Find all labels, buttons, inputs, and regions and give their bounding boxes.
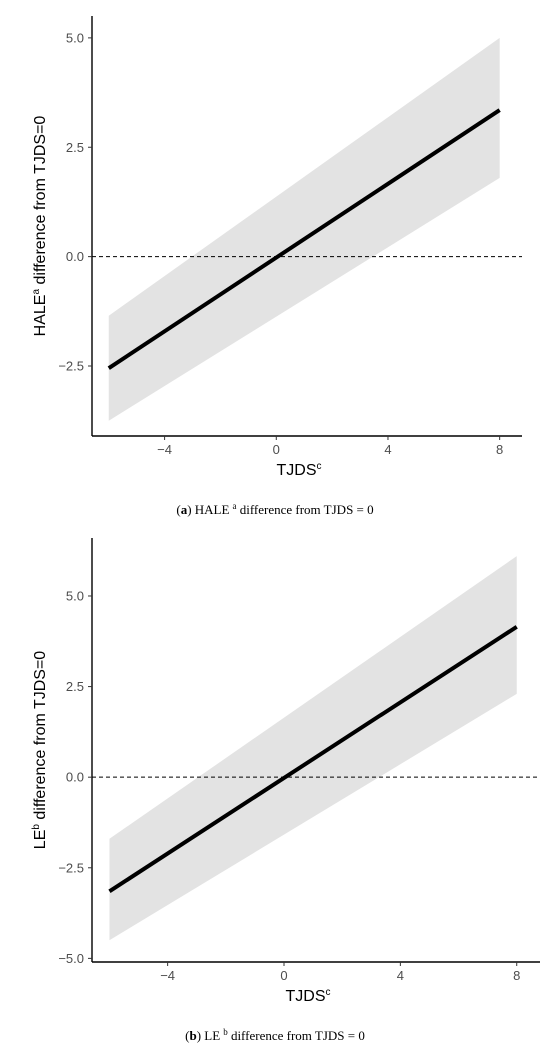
panel-b-x-axis-title: TJDSc xyxy=(286,987,331,1005)
panel-b-caption-letter: b xyxy=(189,1028,196,1043)
panel-a-caption: (a) HALE a difference from TJDS = 0 xyxy=(176,501,373,517)
panel-a-confidence-band xyxy=(108,37,500,421)
panel-a-caption-tail: difference from TJDS = 0 xyxy=(236,502,373,517)
panel-a-caption-sup: a xyxy=(232,501,236,511)
panel-a-x-tick-label: 8 xyxy=(496,442,503,457)
panel-a-y-axis-title-sup: a xyxy=(31,289,42,295)
panel-b-x-tick-label: 4 xyxy=(397,968,404,983)
panel-a-caption-open: ( xyxy=(176,502,180,517)
panel-b-caption-tail: difference from TJDS = 0 xyxy=(228,1028,365,1043)
panel-a-regression-line xyxy=(107,108,501,370)
panel-a-y-tick-label: 5.0 xyxy=(66,30,84,45)
panel-a-caption-text: HALE xyxy=(195,502,230,517)
panel-b-caption-close: ) xyxy=(197,1028,205,1043)
panel-a-x-tick-label: 0 xyxy=(273,442,280,457)
panel-a-y-axis-title-main: HALE xyxy=(32,295,49,337)
panel-b-x-axis-title-main: TJDS xyxy=(286,988,326,1005)
panel-b-y-axis-title-main: LE xyxy=(32,830,49,850)
panel-a-y-axis-title-tail: difference from TJDS=0 xyxy=(32,116,49,289)
panel-b-y-axis-title: LEb difference from TJDS=0 xyxy=(31,651,49,850)
panel-b-confidence-band xyxy=(109,556,517,941)
panel-b-x-tick-label: 8 xyxy=(513,968,520,983)
panel-b-x-tick-label: 0 xyxy=(280,968,287,983)
panel-a-y-tick-label: 2.5 xyxy=(66,140,84,155)
panel-a-y-tick-label: −2.5 xyxy=(58,359,84,374)
panel-b-y-tick-label: 0.0 xyxy=(66,770,84,785)
panel-b-y-tick-label: 2.5 xyxy=(66,679,84,694)
panel-b-caption-text: LE xyxy=(204,1028,220,1043)
panel-a-x-axis-title-main: TJDS xyxy=(277,462,317,479)
panel-b-x-tick-label: −4 xyxy=(160,968,175,983)
panel-b-x-axis-title-sup: c xyxy=(326,987,331,998)
panel-a-x-tick-label: 4 xyxy=(384,442,391,457)
panel-a-x-axis-title: TJDSc xyxy=(277,461,322,479)
panel-b-caption-open: ( xyxy=(185,1028,189,1043)
panel-b-y-tick-label: −2.5 xyxy=(58,860,84,875)
panel-a-y-tick-label: 0.0 xyxy=(66,249,84,264)
panel-b-regression-line xyxy=(108,625,518,894)
panel-a-y-axis-title: HALEa difference from TJDS=0 xyxy=(31,116,49,337)
panel-a-caption-close: ) xyxy=(187,502,195,517)
panel-a-caption-letter: a xyxy=(181,502,188,517)
panel-b-y-axis-title-tail: difference from TJDS=0 xyxy=(32,651,49,824)
panel-b-y-axis-title-sup: b xyxy=(31,824,42,830)
panel-a-x-axis-title-sup: c xyxy=(317,461,322,472)
panel-b-y-tick-label: 5.0 xyxy=(66,588,84,603)
panel-b-caption-sup: b xyxy=(223,1027,228,1037)
panel-b-caption: (b) LE b difference from TJDS = 0 xyxy=(185,1027,365,1043)
panel-a-x-tick-label: −4 xyxy=(157,442,172,457)
panel-b-y-tick-label: −5.0 xyxy=(58,951,84,966)
